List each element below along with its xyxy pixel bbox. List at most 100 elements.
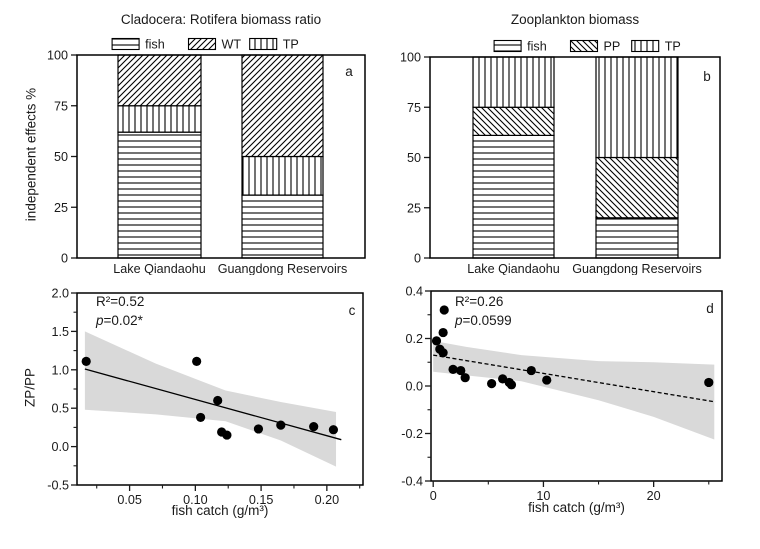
data-point xyxy=(328,425,339,435)
bar-segment-a-WT xyxy=(241,54,324,158)
data-point xyxy=(438,327,448,338)
chart-b-stacked-bar: Lake Qiandaohu Guangdong Reservoirs 0 25 50 7… xyxy=(400,39,721,275)
y-tick-label: 0.2 xyxy=(405,332,423,346)
bar-segment-b-fish xyxy=(472,134,555,259)
regression-line xyxy=(84,368,342,441)
category-label: Lake Qiandaohu xyxy=(467,262,559,275)
bar-segment-b-PP xyxy=(472,106,555,136)
data-point xyxy=(276,420,286,430)
x-tick-label: 0.10 xyxy=(183,493,208,507)
y-tick-label: -0.2 xyxy=(401,427,423,441)
y-tick-label: 100 xyxy=(47,49,68,63)
p-rest: =0.0599 xyxy=(462,312,512,328)
legend-swatch-TP xyxy=(631,39,660,53)
category-label: Guangdong Reservoirs xyxy=(572,262,702,275)
data-point xyxy=(506,380,517,390)
y-tick-label: 25 xyxy=(407,201,421,215)
bar-segment-a-TP xyxy=(241,155,324,196)
legend-label: TP xyxy=(283,38,299,52)
plot-frame xyxy=(76,54,366,259)
data-point xyxy=(526,365,536,376)
data-point xyxy=(213,395,223,406)
confidence-band xyxy=(84,331,337,467)
data-point xyxy=(456,365,466,376)
p-symbol: p xyxy=(96,312,104,328)
category-label: Guangdong Reservoirs xyxy=(218,262,348,275)
legend-swatch-fish xyxy=(111,37,140,51)
chart-d-scatter: 0 10 20 -0.4 -0.2 0.0 0.2 0.4 xyxy=(401,285,723,503)
panel-b-title: Zooplankton biomass xyxy=(510,12,640,27)
data-point xyxy=(460,373,470,383)
data-point xyxy=(222,430,232,440)
data-point xyxy=(196,412,206,423)
data-point xyxy=(253,424,264,434)
data-point xyxy=(192,356,202,366)
y-tick-label: 2.0 xyxy=(51,287,69,301)
panel-c-y-axis-label: ZP/PP xyxy=(22,368,38,408)
y-tick-label: 75 xyxy=(407,101,421,115)
y-tick-label: 0.0 xyxy=(51,440,69,454)
bar-segment-a-TP xyxy=(117,105,202,133)
panel-a-letter: a xyxy=(345,64,353,79)
y-tick-label: -0.4 xyxy=(401,475,423,489)
y-tick-label: 1.5 xyxy=(51,325,69,339)
legend-label: fish xyxy=(145,38,165,52)
bar-segment-a-fish xyxy=(241,194,324,259)
x-tick-label: 0.20 xyxy=(315,493,340,507)
y-tick-label: 0.4 xyxy=(405,285,423,299)
bar-segment-a-WT xyxy=(117,54,202,107)
legend-label: fish xyxy=(527,40,547,54)
data-point xyxy=(431,336,442,346)
panel-d-x-axis-label: fish catch (g/m³) xyxy=(528,500,625,515)
plot-frame xyxy=(429,56,721,259)
legend-swatch-TP xyxy=(249,37,278,51)
p-rest: =0.02* xyxy=(103,312,143,328)
legend-swatch-WT xyxy=(187,37,217,51)
p-symbol: p xyxy=(455,312,463,328)
bar-segment-a-fish xyxy=(117,131,202,259)
confidence-band xyxy=(433,340,715,440)
y-tick-label: 50 xyxy=(54,150,68,164)
legend-label: WT xyxy=(222,38,242,52)
y-tick-label: 1.0 xyxy=(51,363,69,377)
panel-a-y-axis-label: independent effects % xyxy=(23,87,39,222)
panel-c-x-axis-label: fish catch (g/m³) xyxy=(171,503,269,518)
panel-d-p-value: p=0.0599 xyxy=(455,312,512,331)
regression-line xyxy=(433,354,716,403)
panel-c-r-squared: R²=0.52 xyxy=(96,294,145,309)
panel-c-p-value: p=0.02* xyxy=(96,312,144,331)
chart-a-stacked-bar: Lake Qiandaohu Guangdong Reservoirs 0 25 50 7… xyxy=(47,37,366,275)
data-point xyxy=(309,422,319,432)
y-tick-label: 0.0 xyxy=(405,380,423,394)
legend-swatch-fish xyxy=(493,39,522,53)
y-tick-label: 0 xyxy=(61,252,68,266)
data-point xyxy=(487,379,497,389)
x-tick-label: 0 xyxy=(430,489,437,503)
legend-swatch-PP xyxy=(569,39,599,53)
x-tick-label: 20 xyxy=(647,489,661,503)
y-tick-label: -0.5 xyxy=(47,479,69,493)
bar-segment-b-TP xyxy=(472,56,555,108)
panel-c-stats-annotation: R²=0.52 p=0.02* xyxy=(96,293,144,330)
legend-label: TP xyxy=(665,40,681,54)
category-label: Lake Qiandaohu xyxy=(113,262,205,275)
panel-d-r-squared: R²=0.26 xyxy=(455,294,504,309)
y-tick-label: 100 xyxy=(400,51,421,65)
panel-a-title: Cladocera: Rotifera biomass ratio xyxy=(120,12,322,27)
x-tick-label: 10 xyxy=(536,489,550,503)
panel-d-letter: d xyxy=(706,301,714,316)
chart-c-scatter: 0.05 0.10 0.15 0.20 -0.5 0.0 0.5 1.0 1.5 2.0 xyxy=(47,287,364,507)
y-tick-label: 0.5 xyxy=(51,402,69,416)
data-point xyxy=(81,356,91,366)
y-tick-label: 50 xyxy=(407,151,421,165)
panel-d-stats-annotation: R²=0.26 p=0.0599 xyxy=(455,293,512,330)
bar-segment-b-TP xyxy=(595,56,679,159)
data-point xyxy=(704,377,714,388)
data-point xyxy=(439,305,449,315)
data-point xyxy=(542,375,552,385)
data-point xyxy=(448,364,458,374)
x-tick-label: 0.05 xyxy=(117,493,142,507)
bar-segment-b-fish xyxy=(595,217,679,259)
bar-segment-b-PP xyxy=(595,156,679,219)
